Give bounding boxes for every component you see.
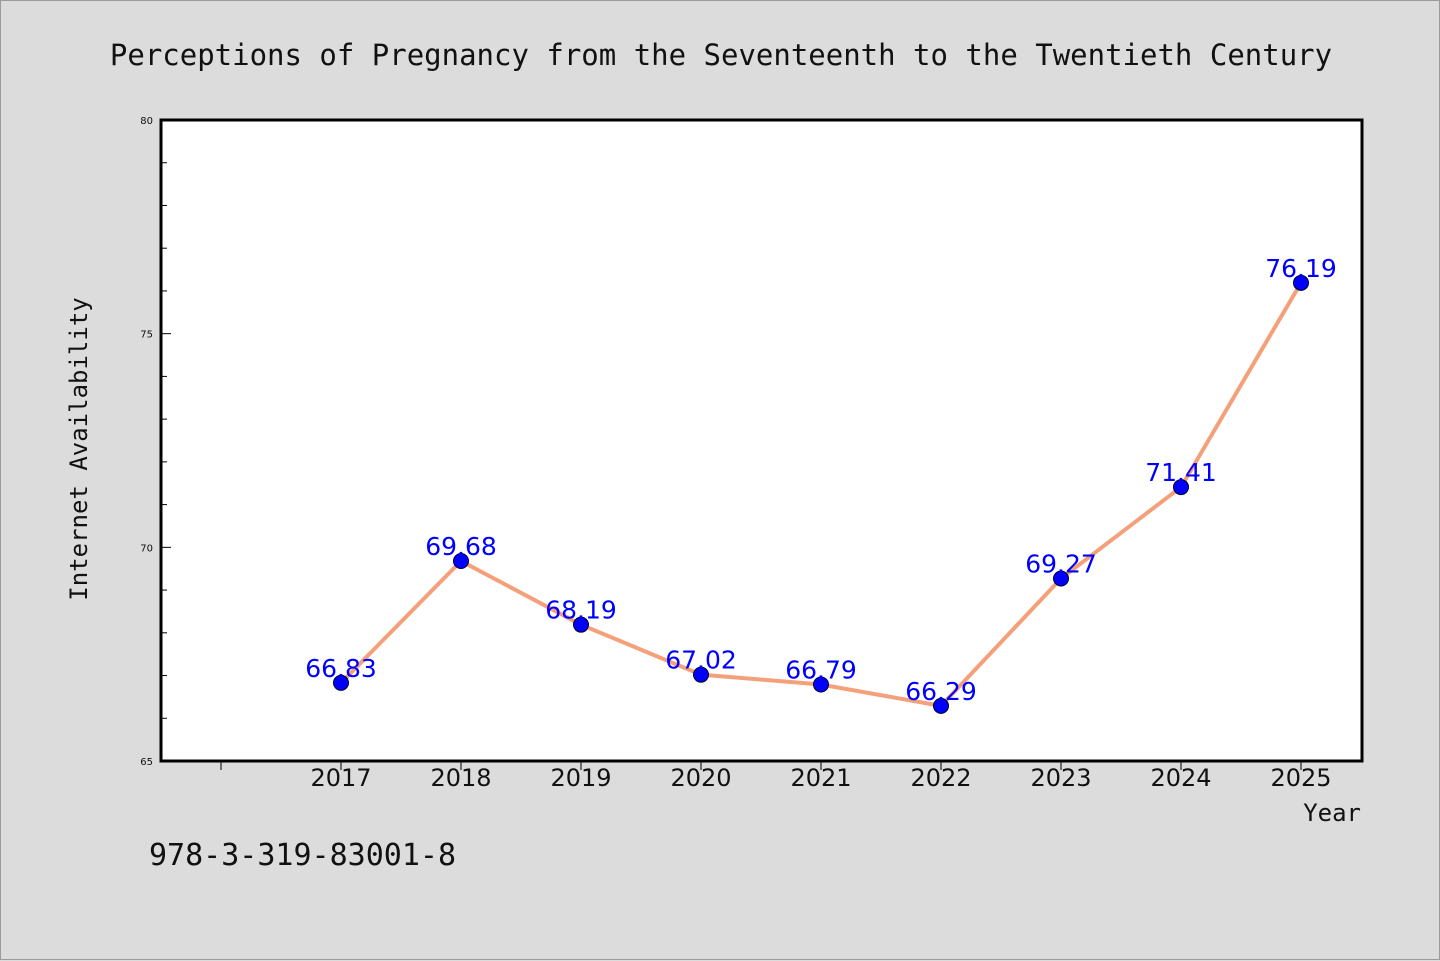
y-tick-label: 75 bbox=[140, 330, 153, 341]
plot-area bbox=[159, 118, 1364, 763]
isbn-text: 978-3-319-83001-8 bbox=[149, 838, 456, 873]
x-tick-label: 2017 bbox=[310, 764, 371, 792]
data-point bbox=[453, 553, 469, 570]
data-point bbox=[1053, 570, 1069, 587]
data-label: 68.19 bbox=[545, 596, 617, 625]
data-point bbox=[933, 697, 949, 714]
data-point bbox=[1293, 274, 1309, 291]
y-tick-label: 65 bbox=[140, 757, 153, 768]
data-point bbox=[573, 616, 589, 633]
data-label: 71.41 bbox=[1145, 458, 1217, 487]
x-tick-label: 2021 bbox=[790, 764, 851, 792]
data-label: 66.83 bbox=[305, 654, 377, 683]
data-label: 66.79 bbox=[785, 656, 857, 685]
data-label: 66.29 bbox=[905, 677, 977, 706]
x-tick-label: 2023 bbox=[1030, 764, 1091, 792]
x-tick-label: 2024 bbox=[1150, 764, 1211, 792]
y-tick-label: 70 bbox=[140, 543, 153, 554]
y-tick-label: 80 bbox=[140, 116, 153, 127]
y-axis-label: Internet Availability bbox=[65, 297, 93, 600]
y-axis-ticks: 65 70 75 80 bbox=[140, 116, 171, 768]
data-point bbox=[693, 666, 709, 683]
series-group: 66.83 69.68 68.19 67.02 66.79 66.29 69.27 71.41… bbox=[305, 254, 1337, 714]
x-tick-label: 2019 bbox=[550, 764, 611, 792]
data-label: 69.27 bbox=[1025, 550, 1097, 579]
data-point bbox=[1173, 479, 1189, 496]
x-tick-label: 2020 bbox=[670, 764, 731, 792]
x-axis-label: Year bbox=[1303, 799, 1361, 827]
data-label: 69.68 bbox=[425, 532, 497, 561]
x-tick-label: 2025 bbox=[1270, 764, 1331, 792]
data-label: 76.19 bbox=[1265, 254, 1337, 283]
chart-title: Perceptions of Pregnancy from the Sevent… bbox=[110, 38, 1332, 72]
x-tick-label: 2022 bbox=[910, 764, 971, 792]
x-axis-ticks: 2017 2018 2019 2020 2021 2022 2023 2024 2025 bbox=[220, 760, 1332, 792]
data-point bbox=[333, 674, 349, 691]
x-tick-label: 2018 bbox=[430, 764, 491, 792]
data-point bbox=[813, 676, 829, 693]
data-label: 67.02 bbox=[665, 646, 737, 675]
